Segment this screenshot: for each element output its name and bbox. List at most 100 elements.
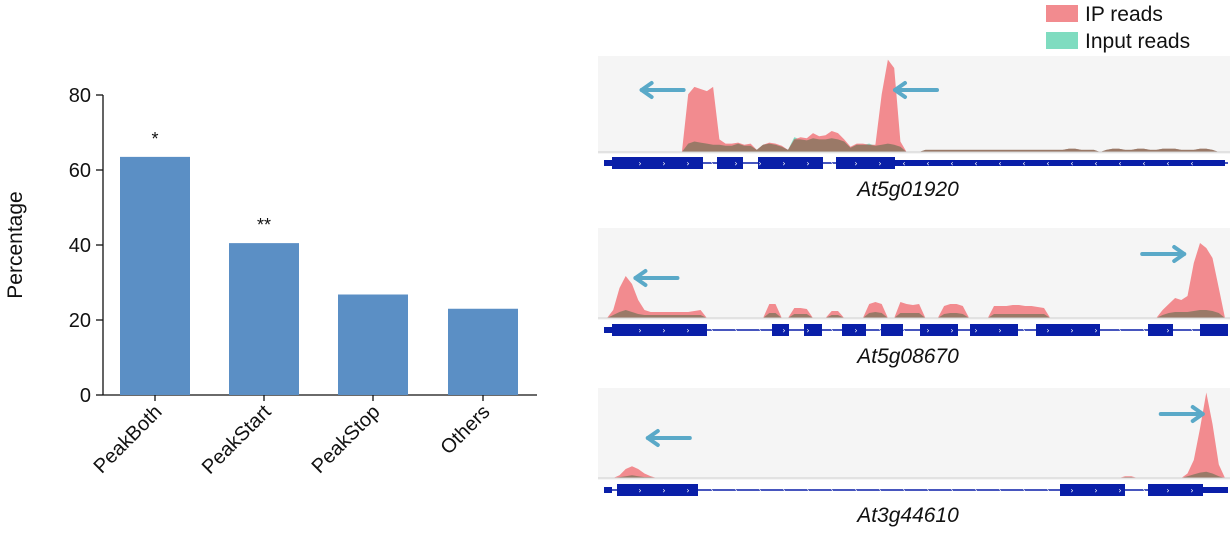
strand-chevron: › (1094, 326, 1097, 335)
legend-label: Input reads (1085, 30, 1190, 53)
strand-chevron: › (734, 159, 737, 168)
strand-chevron: › (950, 486, 953, 495)
strand-chevron: › (806, 486, 809, 495)
gene-utr (604, 327, 612, 333)
strand-chevron: › (710, 326, 713, 335)
strand-chevron: ‹ (1070, 159, 1073, 168)
strand-chevron: › (998, 486, 1001, 495)
strand-chevron: › (1070, 326, 1073, 335)
gene-exon (1203, 487, 1228, 493)
gene-exon (970, 324, 1018, 336)
strand-chevron: ‹ (1166, 159, 1169, 168)
track-at5g08670: › › › › › › › › › › › › › › › › › › › › › › › › At5g08670 (598, 228, 1230, 368)
peak-arrow-icon (1140, 245, 1187, 263)
strand-chevron: › (662, 486, 665, 495)
x-tick-label: PeakStop (308, 401, 385, 478)
strand-chevron: › (686, 486, 689, 495)
strand-chevron: › (854, 159, 857, 168)
strand-chevron: ‹ (974, 159, 977, 168)
strand-chevron: ‹ (998, 159, 1001, 168)
strand-chevron: › (758, 159, 761, 168)
gene-exon (804, 324, 822, 336)
strand-chevron: › (1166, 326, 1169, 335)
strand-chevron: › (734, 486, 737, 495)
strand-chevron: › (1142, 326, 1145, 335)
strand-chevron: › (998, 326, 1001, 335)
gene-exon (617, 484, 698, 496)
gene-exon (836, 157, 895, 169)
strand-chevron: › (1046, 486, 1049, 495)
strand-chevron: › (806, 326, 809, 335)
gene-exon (612, 157, 703, 169)
gene-exon (1200, 324, 1228, 336)
peak-arrow-icon (1158, 405, 1205, 423)
strand-chevron: › (1142, 486, 1145, 495)
strand-chevron: › (974, 326, 977, 335)
gene-exon (1148, 484, 1203, 496)
strand-chevron: › (854, 326, 857, 335)
gene-exon (758, 157, 823, 169)
y-tick-label: 60 (69, 160, 91, 182)
strand-chevron: ‹ (926, 159, 929, 168)
overlap-area (607, 138, 1225, 152)
strand-chevron: › (1166, 486, 1169, 495)
strand-chevron: › (830, 486, 833, 495)
track-background (598, 228, 1230, 320)
strand-chevron: ‹ (902, 159, 905, 168)
strand-chevron: › (758, 486, 761, 495)
strand-chevron: ‹ (1190, 159, 1193, 168)
strand-chevron: › (1022, 486, 1025, 495)
y-tick-label: 40 (69, 235, 91, 257)
strand-chevron: › (1190, 326, 1193, 335)
arrow-head (1190, 405, 1205, 423)
strand-chevron: › (950, 326, 953, 335)
strand-chevron: › (662, 159, 665, 168)
gene-exon (1060, 484, 1125, 496)
gene-exon (1036, 324, 1100, 336)
strand-chevron: › (878, 326, 881, 335)
x-tick-label: PeakBoth (90, 401, 167, 478)
y-axis-title: Percentage (4, 191, 27, 298)
strand-chevron: › (1118, 326, 1121, 335)
strand-chevron: › (902, 326, 905, 335)
bar-peakstop (338, 294, 408, 395)
strand-chevron: › (974, 486, 977, 495)
gene-exon (612, 324, 707, 336)
gene-exon (717, 157, 743, 169)
significance-marker: ** (257, 215, 271, 235)
strand-chevron: › (734, 326, 737, 335)
legend-label: IP reads (1085, 3, 1163, 26)
legend: IP reads Input reads (1046, 3, 1190, 53)
strand-chevron: ‹ (1046, 159, 1049, 168)
gene-exon (842, 324, 866, 336)
track-at3g44610: › › › › › › › › › › › › › › › › › › › › › › › › At3g44610 (598, 388, 1230, 527)
strand-chevron: › (638, 486, 641, 495)
strand-chevron: › (638, 159, 641, 168)
arrow-head (639, 81, 654, 99)
significance-marker: * (151, 129, 158, 149)
track-at5g01920: › › › › › › › › › › › ‹ ‹ ‹ ‹ ‹ ‹ ‹ ‹ ‹ ‹ ‹ ‹ ‹ At5g01920 (598, 56, 1230, 201)
track-background (598, 388, 1230, 480)
gene-utr (604, 487, 612, 493)
strand-chevron: › (878, 486, 881, 495)
strand-chevron: › (806, 159, 809, 168)
arrow-head (645, 429, 660, 447)
strand-chevron: › (638, 326, 641, 335)
arrow-head (1172, 245, 1187, 263)
legend-swatch-ip (1046, 5, 1078, 22)
strand-chevron: ‹ (1118, 159, 1121, 168)
arrow-head (893, 81, 907, 99)
y-tick-label: 0 (80, 385, 91, 407)
y-tick-label: 80 (69, 85, 91, 107)
gene-name-label: At5g01920 (855, 178, 959, 201)
arrow-head (633, 269, 648, 287)
strand-chevron: › (926, 486, 929, 495)
strand-chevron: › (782, 326, 785, 335)
strand-chevron: › (878, 159, 881, 168)
gene-name-label: At3g44610 (855, 504, 959, 527)
bar-peakstart (229, 243, 299, 395)
legend-swatch-input (1046, 32, 1078, 49)
peak-arrow-icon (645, 429, 692, 447)
strand-chevron: ‹ (1022, 159, 1025, 168)
